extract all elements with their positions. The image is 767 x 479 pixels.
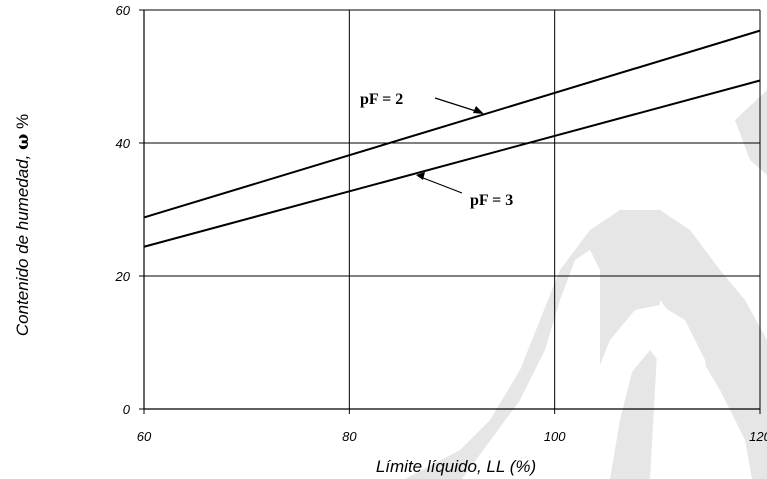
y-axis-label-unit: %	[13, 114, 32, 134]
x-tick-label: 120	[749, 429, 767, 444]
annotation-pf3-arrow	[417, 175, 463, 194]
annotation-pf3: pF = 3	[470, 192, 513, 209]
x-axis-label: Límite líquido, LL (%)	[376, 457, 536, 476]
series-line-1	[143, 29, 761, 219]
y-axis-label-text: Contenido de humedad,	[13, 150, 32, 336]
annotation-pf2-arrowhead	[473, 106, 484, 114]
annotation-pf2: pF = 2	[360, 91, 403, 108]
x-tick-labels: 60 80 100 120	[137, 429, 767, 444]
series-group	[143, 29, 761, 248]
x-tick-label: 100	[544, 429, 566, 444]
y-tick-label: 0	[123, 402, 131, 417]
series-line-2	[143, 79, 761, 248]
y-axis-label: Contenido de humedad, ω %	[13, 114, 33, 336]
y-tick-labels: 0 20 40 60	[115, 3, 131, 417]
y-axis-label-symbol: ω	[13, 134, 33, 150]
y-tick-label: 40	[116, 136, 131, 151]
x-tick-label: 60	[137, 429, 152, 444]
plot-area	[139, 9, 761, 414]
y-tick-label: 20	[115, 269, 131, 284]
annotation-pf3-arrowhead	[416, 172, 425, 180]
y-tick-label: 60	[116, 3, 131, 18]
x-tick-label: 80	[342, 429, 357, 444]
watermark-logo	[405, 90, 767, 479]
